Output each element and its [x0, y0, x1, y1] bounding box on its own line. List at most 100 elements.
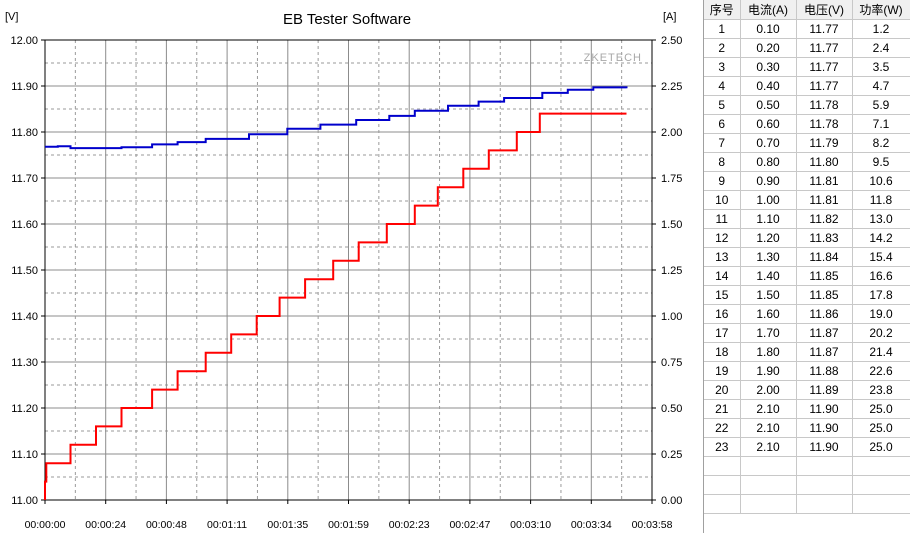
table-row[interactable]: 21 2.10 11.90 25.0	[704, 399, 910, 419]
table-row[interactable]: 12 1.20 11.83 14.2	[704, 228, 910, 248]
table-cell: 1.60	[740, 304, 797, 324]
chart-svg: 11.00 11.10 11.20 11.30 11.40 11.50 11.60 11.70…	[5, 11, 682, 531]
voltage-series-line	[45, 86, 628, 150]
table-cell: 5.9	[852, 95, 910, 115]
table-row[interactable]: 14 1.40 11.85 16.6	[704, 266, 910, 286]
table-cell: 11.77	[796, 19, 853, 39]
table-cell: 1.40	[740, 266, 797, 286]
table-cell: 7.1	[852, 114, 910, 134]
table-row-empty	[704, 456, 910, 476]
table-cell: 1.2	[852, 19, 910, 39]
table-cell: 0.50	[740, 95, 797, 115]
chart-panel: 11.00 11.10 11.20 11.30 11.40 11.50 11.60 11.70…	[5, 11, 683, 531]
table-cell: 16.6	[852, 266, 910, 286]
table-cell: 11.82	[796, 209, 853, 229]
table-row[interactable]: 22 2.10 11.90 25.0	[704, 418, 910, 438]
table-cell: 11.78	[796, 114, 853, 134]
table-row[interactable]: 16 1.60 11.86 19.0	[704, 304, 910, 324]
table-cell-empty	[796, 475, 853, 495]
table-cell: 11.79	[796, 133, 853, 153]
table-cell: 3	[704, 57, 741, 77]
table-cell: 23	[704, 437, 741, 457]
left-tick-label: 11.90	[11, 81, 38, 93]
table-row-empty	[704, 475, 910, 495]
table-cell: 13.0	[852, 209, 910, 229]
table-header-cell: 序号	[704, 0, 741, 20]
table-cell: 25.0	[852, 437, 910, 457]
table-cell: 2.00	[740, 380, 797, 400]
x-tick-label: 00:02:23	[389, 519, 430, 531]
table-cell: 10.6	[852, 171, 910, 191]
x-tick-label: 00:03:58	[632, 519, 673, 531]
table-cell: 1.70	[740, 323, 797, 343]
table-cell: 11.86	[796, 304, 853, 324]
right-tick-label: 0.75	[661, 357, 682, 369]
table-cell: 11.90	[796, 399, 853, 419]
table-cell-empty	[852, 494, 910, 514]
table-cell: 1	[704, 19, 741, 39]
table-cell: 11.88	[796, 361, 853, 381]
watermark-label: ZKETECH	[584, 52, 642, 64]
table-cell: 2.4	[852, 38, 910, 58]
right-tick-label: 0.25	[661, 449, 682, 461]
table-cell: 0.10	[740, 19, 797, 39]
table-cell: 20.2	[852, 323, 910, 343]
table-row[interactable]: 18 1.80 11.87 21.4	[704, 342, 910, 362]
table-row[interactable]: 6 0.60 11.78 7.1	[704, 114, 910, 134]
table-cell: 1.80	[740, 342, 797, 362]
table-cell: 0.30	[740, 57, 797, 77]
x-tick-label: 00:00:48	[146, 519, 187, 531]
table-row[interactable]: 3 0.30 11.77 3.5	[704, 57, 910, 77]
table-cell: 1.00	[740, 190, 797, 210]
table-cell: 25.0	[852, 399, 910, 419]
table-cell: 11.89	[796, 380, 853, 400]
table-cell: 4.7	[852, 76, 910, 96]
table-row[interactable]: 19 1.90 11.88 22.6	[704, 361, 910, 381]
table-cell: 8	[704, 152, 741, 172]
current-series-line	[44, 112, 627, 500]
left-tick-label: 11.80	[11, 127, 38, 139]
table-cell: 11.78	[796, 95, 853, 115]
left-tick-label: 11.20	[11, 403, 38, 415]
left-axis-unit: [V]	[5, 11, 18, 23]
table-cell: 11.77	[796, 76, 853, 96]
table-row[interactable]: 23 2.10 11.90 25.0	[704, 437, 910, 457]
table-row[interactable]: 9 0.90 11.81 10.6	[704, 171, 910, 191]
table-body: 1 0.10 11.77 1.2 2 0.20 11.77 2.4 3 0.30 11.77 3.5 4…	[704, 19, 910, 514]
right-tick-label: 0.50	[661, 403, 682, 415]
table-cell: 2.10	[740, 399, 797, 419]
x-tick-label: 00:01:11	[207, 519, 247, 531]
table-cell: 0.80	[740, 152, 797, 172]
x-tick-label: 00:01:59	[328, 519, 369, 531]
table-cell-empty	[852, 475, 910, 495]
chart-title: EB Tester Software	[283, 11, 411, 28]
table-cell: 0.90	[740, 171, 797, 191]
table-cell-empty	[740, 475, 797, 495]
table-cell: 21.4	[852, 342, 910, 362]
table-cell: 19.0	[852, 304, 910, 324]
table-row[interactable]: 13 1.30 11.84 15.4	[704, 247, 910, 267]
table-row[interactable]: 4 0.40 11.77 4.7	[704, 76, 910, 96]
right-tick-label: 2.25	[661, 81, 682, 93]
table-cell: 0.60	[740, 114, 797, 134]
table-row[interactable]: 17 1.70 11.87 20.2	[704, 323, 910, 343]
table-cell: 2	[704, 38, 741, 58]
left-tick-label: 12.00	[10, 35, 38, 47]
table-cell: 11.8	[852, 190, 910, 210]
table-cell: 14.2	[852, 228, 910, 248]
table-row[interactable]: 20 2.00 11.89 23.8	[704, 380, 910, 400]
table-row[interactable]: 1 0.10 11.77 1.2	[704, 19, 910, 39]
table-row[interactable]: 5 0.50 11.78 5.9	[704, 95, 910, 115]
table-row[interactable]: 8 0.80 11.80 9.5	[704, 152, 910, 172]
table-row[interactable]: 11 1.10 11.82 13.0	[704, 209, 910, 229]
table-row[interactable]: 15 1.50 11.85 17.8	[704, 285, 910, 305]
table-cell: 17.8	[852, 285, 910, 305]
table-cell: 11	[704, 209, 741, 229]
table-cell-empty	[704, 456, 741, 476]
x-tick-label: 00:00:00	[25, 519, 66, 531]
table-row[interactable]: 2 0.20 11.77 2.4	[704, 38, 910, 58]
x-tick-label: 00:03:10	[510, 519, 551, 531]
data-table-panel[interactable]: 序号 电流(A) 电压(V) 功率(W) 1 0.10 11.77 1.2 2 0.20 11.7…	[703, 0, 910, 533]
table-row[interactable]: 10 1.00 11.81 11.8	[704, 190, 910, 210]
table-row[interactable]: 7 0.70 11.79 8.2	[704, 133, 910, 153]
